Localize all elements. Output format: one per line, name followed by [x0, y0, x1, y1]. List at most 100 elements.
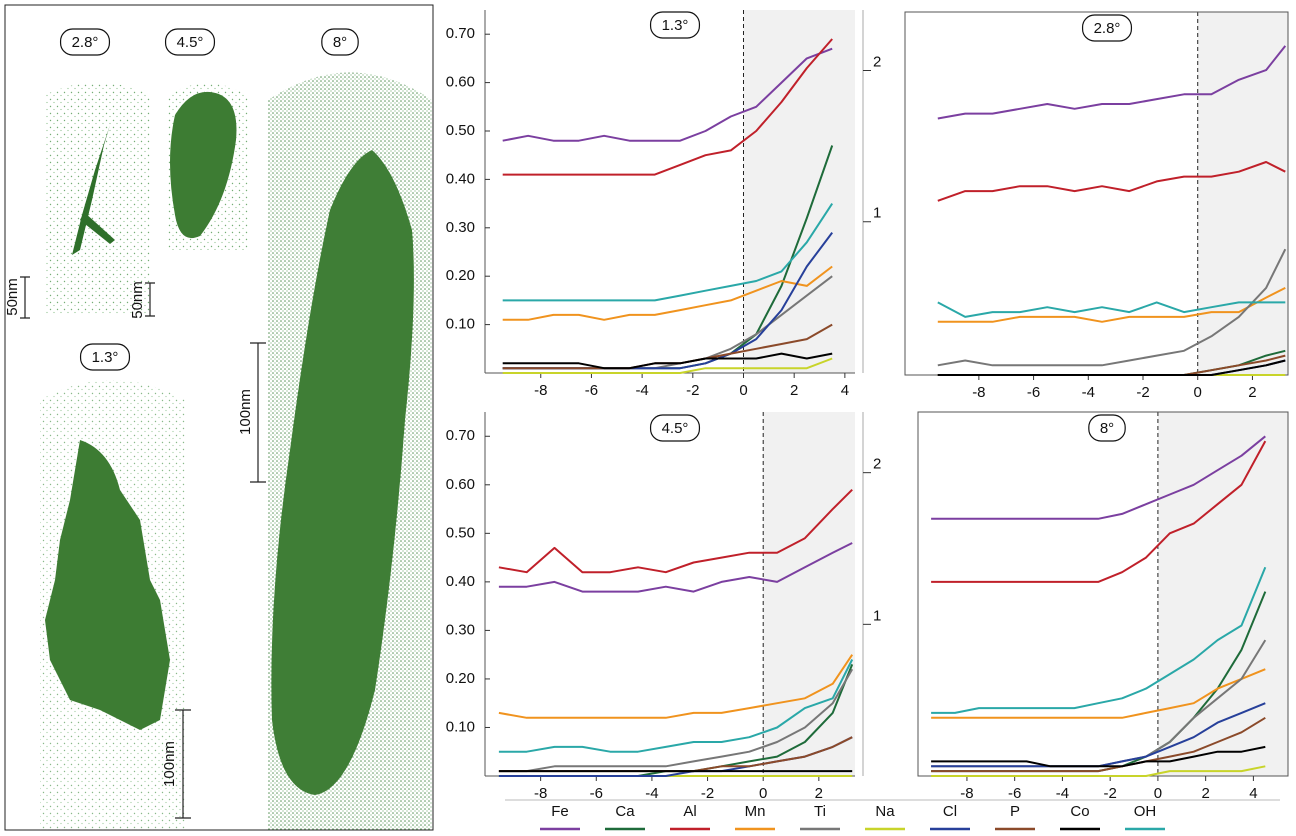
x-tick-label: -4: [1082, 384, 1095, 401]
y-tick-label: 0.70: [446, 427, 475, 444]
y-tick-label: 0.10: [446, 718, 475, 735]
scale-label: 50nm: [4, 278, 21, 316]
panel-label: 8°: [1100, 420, 1114, 437]
x-tick-label: 2: [815, 785, 823, 802]
series-line: [498, 659, 854, 753]
series-line: [937, 248, 1287, 367]
series-line: [502, 47, 833, 142]
legend-label: Al: [683, 803, 696, 820]
legend-label: Ca: [615, 803, 635, 820]
label-box: [321, 28, 359, 56]
series-line: [498, 488, 853, 574]
series-line: [937, 287, 1286, 323]
x-tick-label: -8: [972, 384, 985, 401]
panel-label: 1.3°: [92, 349, 119, 366]
x-tick-label: -8: [960, 785, 973, 802]
chart: -8 -6 -4 -2 0 2 0.10 0.20 0.30 0.40 0.50 0.60 0.70 1 2: [446, 412, 881, 802]
legend-label: P: [1010, 803, 1020, 820]
scale-bars: [20, 276, 266, 819]
x-tick-label: -2: [701, 785, 714, 802]
series-line: [931, 435, 1266, 520]
y-tick-label: 0.30: [446, 621, 475, 638]
x-tick-label: 4: [1249, 785, 1257, 802]
chart: -8 -6 -4 -2 0 2: [904, 11, 1289, 401]
legend-label: Mn: [745, 803, 766, 820]
series-line: [498, 542, 853, 593]
legend-label: Fe: [551, 803, 569, 820]
panel-label: 4.5°: [177, 34, 204, 51]
x-tick-label: 2: [790, 382, 798, 399]
series-line: [937, 161, 1286, 202]
y2-tick-label: 1: [873, 205, 881, 222]
shaded-region: [1197, 12, 1288, 375]
label-box: [1081, 14, 1133, 42]
legend-label: OH: [1134, 803, 1157, 820]
series-line: [937, 359, 1286, 376]
precipitate: [271, 150, 414, 795]
precipitate: [45, 440, 170, 730]
reconstruction-panel: [4, 4, 434, 831]
series-line: [498, 654, 854, 719]
x-tick-label: -2: [1136, 384, 1149, 401]
y2-tick-label: 2: [873, 53, 881, 70]
y2-tick-label: 2: [873, 456, 881, 473]
series-line: [937, 45, 1287, 120]
panel-label: 4.5°: [662, 420, 689, 437]
chart: -8 -6 -4 -2 0 2 4: [917, 411, 1289, 802]
x-tick-label: 2: [1201, 785, 1209, 802]
chart: -8 -6 -4 -2 0 2 4 0.10 0.20 0.30 0.40 0.50 0.60 0.70 1…: [446, 10, 881, 399]
x-tick-label: 0: [739, 382, 747, 399]
label-box: [649, 11, 701, 39]
series-line: [498, 668, 854, 773]
series-line: [931, 440, 1267, 583]
label-box: [164, 28, 216, 56]
series-line: [502, 203, 834, 302]
y-tick-label: 0.40: [446, 170, 475, 187]
x-tick-label: -6: [1008, 785, 1021, 802]
scale-label: 100nm: [237, 389, 254, 435]
y-tick-label: 0.50: [446, 122, 475, 139]
tip-2-8: [45, 82, 150, 315]
y-tick-label: 0.20: [446, 670, 475, 687]
series-line: [502, 352, 833, 370]
x-tick-label: -2: [686, 382, 699, 399]
x-tick-label: -6: [590, 785, 603, 802]
x-tick-label: -4: [1056, 785, 1069, 802]
label-box: [79, 343, 131, 371]
series-line: [502, 357, 833, 374]
panel-label: 1.3°: [662, 17, 689, 34]
y-tick-label: 0.30: [446, 219, 475, 236]
y-tick-label: 0.60: [446, 476, 475, 493]
y-tick-label: 0.60: [446, 74, 475, 91]
x-tick-label: -8: [534, 785, 547, 802]
panel-label: 8°: [333, 34, 347, 51]
panel-label: 2.8°: [72, 34, 99, 51]
y-tick-label: 0.20: [446, 267, 475, 284]
legend-label: Co: [1070, 803, 1089, 820]
shaded-region: [743, 10, 855, 373]
shaded-region: [1157, 412, 1288, 776]
precipitate: [170, 91, 237, 239]
panel-label: 2.8°: [1094, 20, 1121, 37]
series-line: [937, 301, 1286, 318]
legend-label: Cl: [943, 803, 957, 820]
x-tick-label: 4: [841, 382, 849, 399]
series-line: [502, 265, 833, 321]
x-tick-label: -4: [645, 785, 658, 802]
label-box: [1088, 414, 1126, 442]
x-tick-label: -6: [585, 382, 598, 399]
x-tick-label: 0: [1194, 384, 1202, 401]
y-tick-label: 0.40: [446, 573, 475, 590]
series-line: [502, 38, 833, 176]
legend-label: Na: [875, 803, 895, 820]
series-line: [931, 566, 1267, 714]
shaded-region: [763, 412, 855, 776]
series-line: [931, 716, 1266, 773]
x-tick-label: 0: [759, 785, 767, 802]
y2-tick-label: 1: [873, 607, 881, 624]
label-box: [59, 28, 111, 56]
series-line: [931, 745, 1266, 768]
y-tick-label: 0.10: [446, 316, 475, 333]
legend-label: Ti: [814, 803, 826, 820]
precipitate: [72, 125, 115, 255]
